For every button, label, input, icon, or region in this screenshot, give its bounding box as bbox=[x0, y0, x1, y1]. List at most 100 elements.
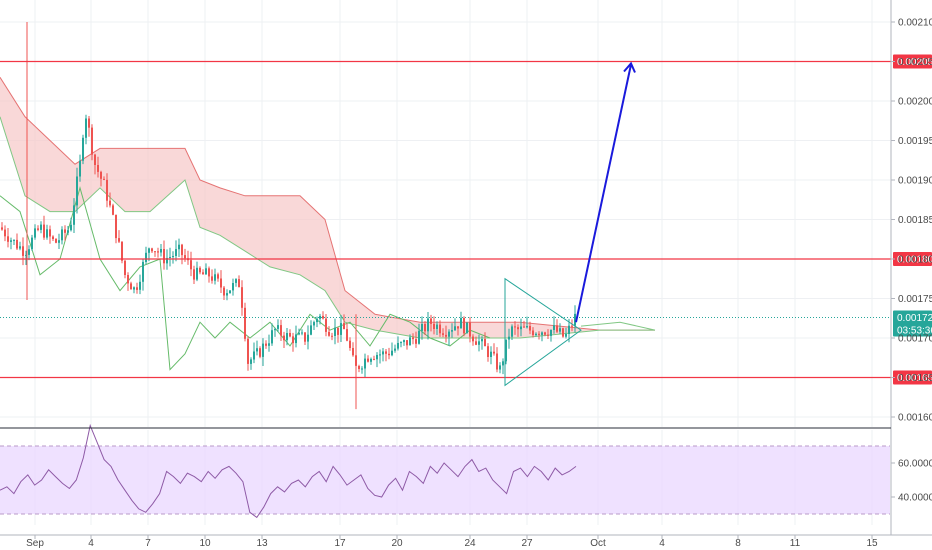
projection-arrow-line bbox=[575, 64, 632, 323]
candle-body bbox=[322, 315, 324, 319]
lagging-span-line bbox=[0, 186, 491, 371]
candle-body bbox=[400, 342, 402, 344]
candle-body bbox=[571, 325, 573, 327]
candle-body bbox=[490, 351, 492, 357]
candle-body bbox=[181, 244, 183, 256]
candle-body bbox=[235, 279, 237, 283]
candle-body bbox=[535, 333, 537, 336]
candle-body bbox=[79, 160, 81, 177]
candle-body bbox=[295, 334, 297, 344]
candle-body bbox=[166, 258, 168, 264]
candle-body bbox=[379, 354, 381, 356]
candle-body bbox=[271, 330, 273, 344]
candle-body bbox=[220, 278, 222, 288]
candle-body bbox=[421, 324, 423, 331]
cloud-area-bearish bbox=[0, 77, 655, 339]
candle-body bbox=[538, 333, 540, 335]
candle-body bbox=[10, 240, 12, 242]
rsi-panel bbox=[0, 423, 890, 519]
candle-body bbox=[406, 340, 408, 346]
candle-body bbox=[496, 353, 498, 370]
candle-body bbox=[199, 267, 201, 273]
candle-body bbox=[286, 333, 288, 341]
price-axis[interactable]: 0.0021000.002050.0020000.0019500.0019000… bbox=[0, 0, 932, 535]
candle-body bbox=[52, 236, 54, 239]
time-axis[interactable]: Sep 4 7 10 13 17 20 24 27 Oct 4 8 11 15 bbox=[0, 534, 932, 549]
candle-body bbox=[556, 325, 558, 332]
candle-body bbox=[13, 239, 15, 241]
candle-body bbox=[226, 293, 228, 296]
countdown-label: 03:53:36 bbox=[897, 325, 932, 336]
candle-body bbox=[88, 118, 90, 128]
candle-body bbox=[250, 359, 252, 364]
candle-body bbox=[376, 355, 378, 360]
candle-body bbox=[313, 322, 315, 326]
candle-body bbox=[229, 290, 231, 294]
candle-body bbox=[16, 239, 18, 249]
candle-body bbox=[487, 346, 489, 357]
candle-body bbox=[340, 323, 342, 335]
time-tick-label: 15 bbox=[866, 538, 878, 549]
candle-body bbox=[574, 313, 576, 326]
candle-body bbox=[103, 178, 105, 180]
candle-body bbox=[214, 274, 216, 281]
candle-body bbox=[559, 328, 561, 332]
triangle-pattern bbox=[504, 61, 656, 387]
candle-body bbox=[247, 338, 249, 364]
candle-body bbox=[169, 257, 171, 258]
candle-body bbox=[133, 287, 135, 290]
candle-body bbox=[394, 348, 396, 351]
candle-body bbox=[424, 324, 426, 332]
time-tick-label: 27 bbox=[521, 538, 533, 549]
candle-body bbox=[568, 325, 570, 334]
candle-body bbox=[175, 249, 177, 256]
candle-body bbox=[316, 318, 318, 323]
candle-body bbox=[304, 332, 306, 342]
candle-body bbox=[511, 326, 513, 337]
candle-body bbox=[412, 337, 414, 340]
candle-body bbox=[469, 322, 471, 337]
candle-body bbox=[109, 200, 111, 206]
candle-body bbox=[439, 324, 441, 334]
candle-body bbox=[49, 229, 51, 237]
time-tick-label: 4 bbox=[88, 538, 94, 549]
price-level-badge[interactable] bbox=[893, 252, 932, 266]
price-tick-label: 0.00165 bbox=[898, 373, 932, 384]
candle-body bbox=[127, 275, 129, 284]
candle-body bbox=[289, 333, 291, 337]
candle-body bbox=[55, 238, 57, 243]
candle-body bbox=[217, 274, 219, 279]
candle-body bbox=[337, 327, 339, 335]
candle-body bbox=[529, 326, 531, 331]
projected-span-line bbox=[580, 321, 656, 331]
candle-body bbox=[283, 335, 285, 341]
candle-body bbox=[364, 358, 366, 369]
candle-body bbox=[160, 249, 162, 253]
candle-body bbox=[343, 323, 345, 330]
price-tick-label: 0.00205 bbox=[898, 57, 932, 68]
candle-body bbox=[244, 307, 246, 339]
candle-body bbox=[274, 328, 276, 331]
candle-body bbox=[472, 336, 474, 342]
candle-body bbox=[121, 241, 123, 261]
candle-body bbox=[256, 348, 258, 352]
candle-body bbox=[184, 255, 186, 259]
candle-body bbox=[292, 336, 294, 344]
candle-body bbox=[454, 326, 456, 331]
candle-body bbox=[325, 318, 327, 332]
time-tick-label: 11 bbox=[790, 538, 801, 549]
candle-body bbox=[460, 318, 462, 329]
time-tick-label: Sep bbox=[26, 538, 44, 549]
rsi-band bbox=[0, 446, 890, 514]
candle-body bbox=[58, 240, 60, 243]
candle-body bbox=[262, 343, 264, 357]
candle-body bbox=[397, 343, 399, 349]
candle-body bbox=[85, 118, 87, 138]
candle-body bbox=[76, 176, 78, 206]
price-level-badge[interactable] bbox=[893, 54, 932, 69]
price-level-badge[interactable] bbox=[893, 370, 932, 385]
candle-body bbox=[448, 331, 450, 337]
current-price-label: 0.001726 bbox=[897, 313, 932, 324]
current-price-badge[interactable] bbox=[893, 310, 932, 337]
